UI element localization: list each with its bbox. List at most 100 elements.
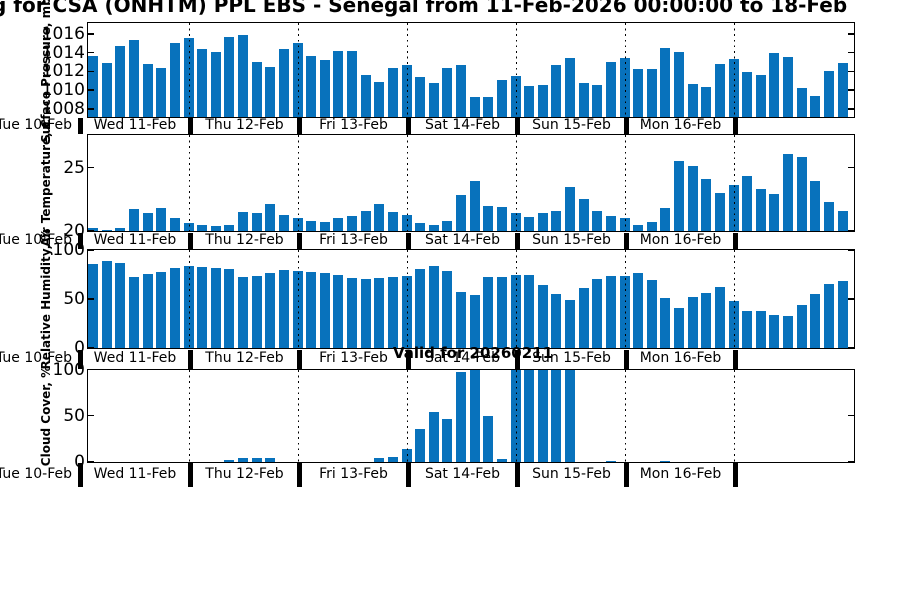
surface-pressure-bar [496, 79, 507, 117]
air-temperature-bar [796, 157, 807, 231]
relative-humidity-bar [251, 276, 262, 348]
relative-humidity-bar [265, 272, 276, 348]
cloud-cover-bar [401, 448, 412, 462]
air-temperature-bar [510, 213, 521, 231]
surface-pressure-bar [387, 67, 398, 117]
relative-humidity-bar [605, 276, 616, 348]
y-axis-label-relative-humidity: Relative Humidity, % [39, 228, 53, 370]
day-boundary-tick [623, 232, 629, 249]
day-boundary-tick [405, 463, 411, 487]
relative-humidity-bar [415, 268, 426, 348]
cloud-cover-bar [496, 458, 507, 462]
surface-pressure-bar [837, 62, 848, 117]
day-label: Thu 12-Feb [205, 466, 284, 482]
day-label-strip: Tue 10-Feb Wed 11-Feb Thu 12-Feb Fri 13-Feb… [0, 232, 900, 250]
air-temperature-bar [387, 211, 398, 231]
y-tick [87, 89, 94, 91]
air-temperature-bar [319, 222, 330, 231]
relative-humidity-bar [714, 287, 725, 348]
relative-humidity-bar [197, 266, 208, 348]
y-tick-label: 1014 [41, 42, 85, 63]
day-label-strip: Tue 10-Feb Wed 11-Feb Thu 12-Feb Fri 13-Feb… [0, 349, 900, 371]
air-temperature-bar [592, 210, 603, 231]
air-temperature-bar [646, 222, 657, 231]
air-temperature-bar [197, 224, 208, 231]
air-temperature-bar [701, 178, 712, 231]
surface-pressure-bar [633, 68, 644, 117]
surface-pressure-bar [537, 84, 548, 117]
y-tick-label: 0 [74, 451, 85, 472]
relative-humidity-bar [496, 277, 507, 348]
surface-pressure-bar [646, 68, 657, 117]
surface-pressure-bar [333, 50, 344, 117]
air-temperature-bar [755, 189, 766, 231]
relative-humidity-bar [646, 280, 657, 348]
air-temperature-bar [483, 205, 494, 231]
relative-humidity-bar [456, 292, 466, 348]
cloud-cover-bar [565, 369, 575, 462]
y-tick-label: 1012 [41, 61, 85, 82]
day-boundary-tick [187, 118, 193, 134]
day-boundary-tick [296, 463, 302, 487]
air-temperature-bar [714, 192, 725, 231]
surface-pressure-bar [197, 48, 208, 117]
day-label-strip: Tue 10-Feb Wed 11-Feb Thu 12-Feb Fri 13-Feb… [0, 117, 900, 135]
surface-pressure-bar [687, 83, 698, 117]
air-temperature-bar [837, 210, 848, 231]
surface-pressure-bar [251, 61, 262, 117]
relative-humidity-bar [347, 278, 357, 348]
day-gridline [624, 249, 627, 348]
surface-pressure-bar [810, 95, 821, 117]
relative-humidity-bar [537, 285, 548, 348]
air-temperature-bar [660, 208, 671, 231]
air-temperature-bar [619, 218, 630, 231]
surface-pressure-bar [401, 64, 412, 117]
day-gridline [406, 369, 409, 462]
air-temperature-bar [742, 176, 753, 231]
air-temperature-bar [224, 224, 235, 231]
surface-pressure-bar [129, 40, 139, 117]
y-tick [87, 249, 94, 251]
relative-humidity-bar [292, 270, 303, 348]
day-boundary-tick [623, 463, 629, 487]
day-boundary-tick [296, 232, 302, 249]
relative-humidity-bar [88, 263, 99, 348]
day-label: Wed 11-Feb [93, 350, 177, 367]
relative-humidity-bar [565, 299, 575, 348]
surface-pressure-bar [415, 77, 426, 117]
relative-humidity-bar [387, 277, 398, 348]
relative-humidity-bar [469, 295, 480, 348]
day-boundary-tick [405, 349, 411, 369]
y-tick-label: 1008 [41, 98, 85, 119]
day-label-tue-10-feb: Tue 10-Feb [0, 231, 73, 248]
surface-pressure-bar [551, 64, 562, 117]
relative-humidity-bar [224, 268, 235, 348]
cloud-cover-bar [224, 459, 235, 462]
air-temperature-bar [401, 214, 412, 231]
air-temperature-bar [633, 224, 644, 231]
day-label: Wed 11-Feb [93, 117, 177, 133]
air-temperature-bar [101, 229, 112, 231]
y-tick [87, 70, 94, 73]
air-temperature-bar [129, 209, 139, 231]
day-label: Thu 12-Feb [205, 117, 284, 133]
relative-humidity-bar [701, 293, 712, 348]
surface-pressure-bar [524, 86, 535, 117]
day-gridline [515, 369, 518, 462]
day-boundary-tick [187, 232, 193, 249]
air-temperature-bar [810, 181, 821, 231]
relative-humidity-bar [810, 294, 821, 348]
air-temperature-bar [551, 210, 562, 231]
surface-pressure-bar [224, 36, 235, 117]
air-temperature-bar [360, 210, 371, 231]
valid-annotation: Valid for 20260211 [392, 344, 554, 362]
relative-humidity-bar [524, 275, 535, 348]
day-gridline [515, 134, 518, 231]
air-temperature-bar [169, 218, 180, 231]
day-label: Sat 14-Feb [424, 231, 501, 248]
relative-humidity-bar [483, 277, 494, 348]
relative-humidity-bar [783, 315, 793, 348]
relative-humidity-bar [210, 267, 221, 348]
y-tick [847, 230, 854, 232]
y-tick [847, 460, 854, 463]
